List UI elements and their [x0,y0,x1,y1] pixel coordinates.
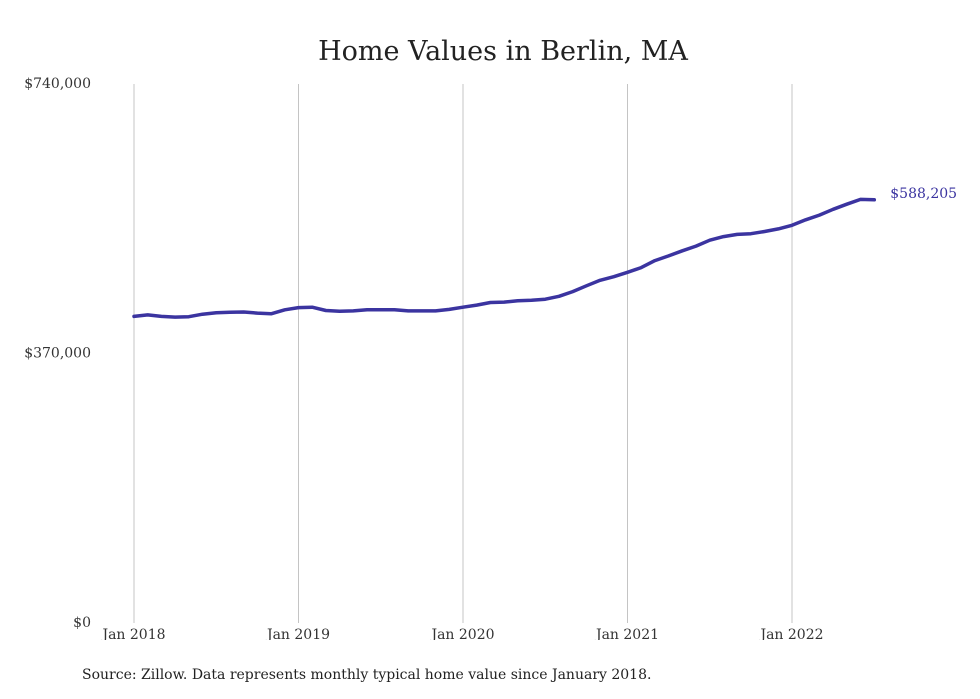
y-axis-ticks: $0 $370,000 $740,000 [24,76,91,631]
source-note: Source: Zillow. Data represents monthly … [82,667,652,683]
y-tick-label-2: $740,000 [24,76,91,92]
line-chart: Home Values in Berlin, MA $0 $370,000 $740… [24,36,957,643]
end-value-label: $588,205 [890,186,957,202]
grid-lines [133,84,793,623]
chart-title: Home Values in Berlin, MA [318,36,688,67]
series-line-0 [132,197,877,319]
x-axis-ticks: Jan 2018 Jan 2019 Jan 2020 Jan 2021 Jan 2022 [100,627,823,643]
x-tick-label-0: Jan 2018 [100,627,165,640]
x-tick-label-3: Jan 2021 [594,627,659,640]
y-tick-label-1: $370,000 [24,346,91,362]
series-group [132,197,877,319]
x-tick-label-1: Jan 2019 [265,627,330,640]
x-tick-label-4: Jan 2022 [758,627,823,640]
x-tick-label-2: Jan 2020 [429,627,494,640]
y-tick-label-0: $0 [73,615,91,631]
data-labels: $588,205 [890,186,957,202]
